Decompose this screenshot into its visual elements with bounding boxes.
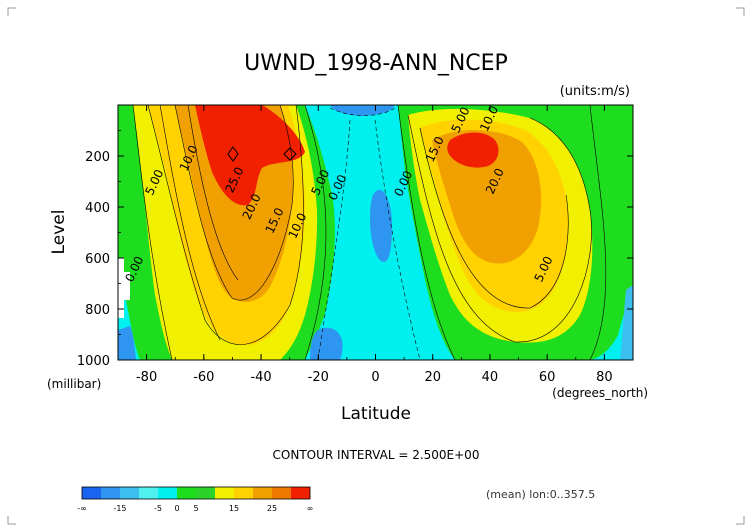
- colorbar-segment: [120, 487, 140, 499]
- colorbar-tick-label: 15: [229, 504, 239, 513]
- x-tick-label: 80: [596, 370, 613, 385]
- jet-core-south: [195, 105, 305, 206]
- colorbar-segment: [196, 487, 216, 499]
- y-tick-label: 200: [85, 150, 110, 165]
- easterly-cell-lowleft: [118, 326, 136, 360]
- colorbar-tick-label: -∞: [77, 504, 87, 513]
- jet-maximum-markers: [227, 146, 297, 162]
- easterly-cell-low: [310, 327, 343, 360]
- y-axis-ticks: 200 400 600 800 1000: [77, 130, 633, 369]
- colorbar-tick-label: -15: [113, 504, 126, 513]
- colorbar-tick-label: 25: [267, 504, 277, 513]
- mean-longitude-note: (mean) lon:0..357.5: [486, 488, 595, 501]
- colorbar-labels: -∞ -15 -5 0 5 15 25 ∞: [77, 504, 313, 513]
- contour-interval-text: CONTOUR INTERVAL = 2.500E+00: [273, 448, 480, 462]
- x-tick-label: -20: [308, 370, 329, 385]
- x-tick-label: -80: [136, 370, 157, 385]
- easterly-cell-top: [330, 105, 395, 116]
- colorbar-segment: [272, 487, 292, 499]
- colorbar-segment: [158, 487, 178, 499]
- x-tick-label: -60: [193, 370, 214, 385]
- x-tick-label: 60: [539, 370, 556, 385]
- x-axis-units: (degrees_north): [552, 386, 648, 400]
- y-axis-label: Level: [49, 210, 69, 255]
- y-axis-units: (millibar): [47, 377, 101, 391]
- y-tick-label: 400: [85, 201, 110, 216]
- colorbar-segment: [291, 487, 311, 499]
- contour-region-orange-north: [432, 130, 542, 264]
- colorbar-frame: [81, 486, 311, 500]
- colorbar-segment: [177, 487, 197, 499]
- colorbar-segment: [101, 487, 121, 499]
- colorbar-segment: [253, 487, 273, 499]
- colorbar-tick-label: 0: [174, 504, 179, 513]
- colorbar-segment: [215, 487, 235, 499]
- colorbar-segment: [82, 487, 102, 499]
- colorbar-segment: [234, 487, 254, 499]
- y-tick-label: 800: [85, 303, 110, 318]
- missing-data-patch: [118, 258, 130, 318]
- x-tick-label: 20: [424, 370, 441, 385]
- colorbar-tick-label: 5: [193, 504, 198, 513]
- x-axis-ticks: -80 -60 -40 -20 0 20 40 60 80: [117, 105, 634, 385]
- colorbar-segment: [139, 487, 159, 499]
- y-tick-label: 600: [85, 252, 110, 267]
- contour-field: [118, 105, 633, 360]
- x-tick-label: 40: [482, 370, 499, 385]
- easterly-cell-mid: [370, 189, 392, 262]
- colorbar-tick-label: ∞: [307, 504, 314, 513]
- x-axis-label: Latitude: [341, 404, 411, 424]
- contour-lines: [132, 105, 607, 360]
- x-tick-label: -40: [250, 370, 271, 385]
- x-tick-label: 0: [371, 370, 379, 385]
- colorbar-tick-label: -5: [154, 504, 162, 513]
- page-corner-marks: [7, 7, 745, 525]
- colorbar: [81, 486, 311, 500]
- easterly-cell-right: [620, 285, 633, 360]
- units-label: (units:m/s): [560, 84, 630, 99]
- chart-title: UWND_1998-ANN_NCEP: [244, 51, 508, 76]
- jet-core-north: [447, 132, 499, 168]
- negative-contour-lines: [317, 107, 421, 360]
- y-tick-label: 1000: [77, 354, 110, 369]
